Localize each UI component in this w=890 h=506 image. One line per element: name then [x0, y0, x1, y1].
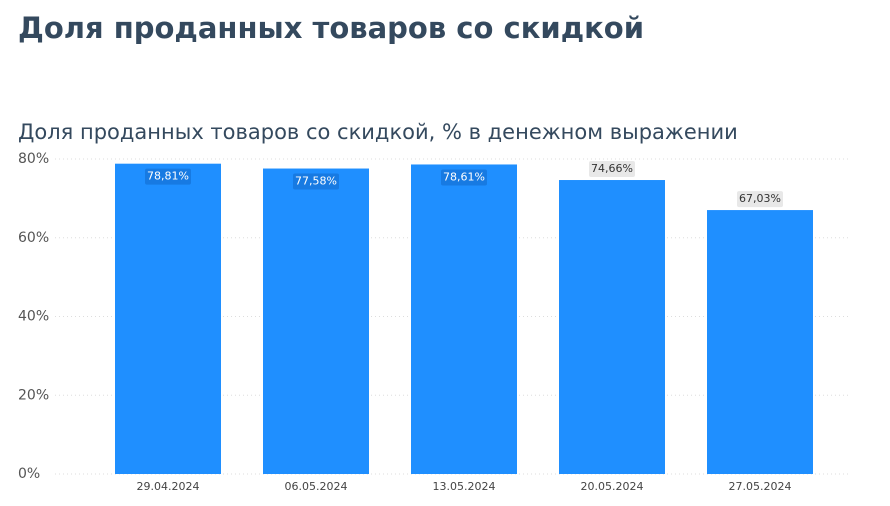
data-label: 74,66%	[591, 162, 633, 175]
data-label-bg	[145, 168, 191, 185]
x-tick-label: 13.05.2024	[433, 480, 496, 493]
page-title: Доля проданных товаров со скидкой	[18, 11, 644, 45]
bar	[115, 163, 221, 475]
data-label-bg	[441, 169, 487, 186]
data-label-bg	[737, 191, 783, 208]
x-tick-label: 06.05.2024	[285, 480, 348, 493]
x-tick-label: 29.04.2024	[137, 480, 200, 493]
data-label: 67,03%	[739, 192, 781, 205]
y-tick-label: 80%	[18, 151, 49, 167]
data-label: 78,61%	[443, 170, 485, 183]
bar	[263, 168, 369, 474]
bar	[707, 210, 813, 474]
y-tick-label: 20%	[18, 387, 49, 403]
data-label-bg	[589, 161, 635, 178]
y-tick-label: 60%	[18, 230, 49, 246]
data-label-bg	[293, 173, 339, 190]
bar	[411, 164, 517, 474]
data-label: 78,81%	[147, 170, 189, 183]
data-label: 77,58%	[295, 175, 337, 188]
y-tick-label: 0%	[18, 466, 40, 482]
chart-title: Доля проданных товаров со скидкой, % в д…	[18, 120, 738, 144]
x-tick-label: 20.05.2024	[581, 480, 644, 493]
x-tick-label: 27.05.2024	[729, 480, 792, 493]
bar	[559, 180, 665, 474]
y-tick-label: 40%	[18, 309, 49, 325]
